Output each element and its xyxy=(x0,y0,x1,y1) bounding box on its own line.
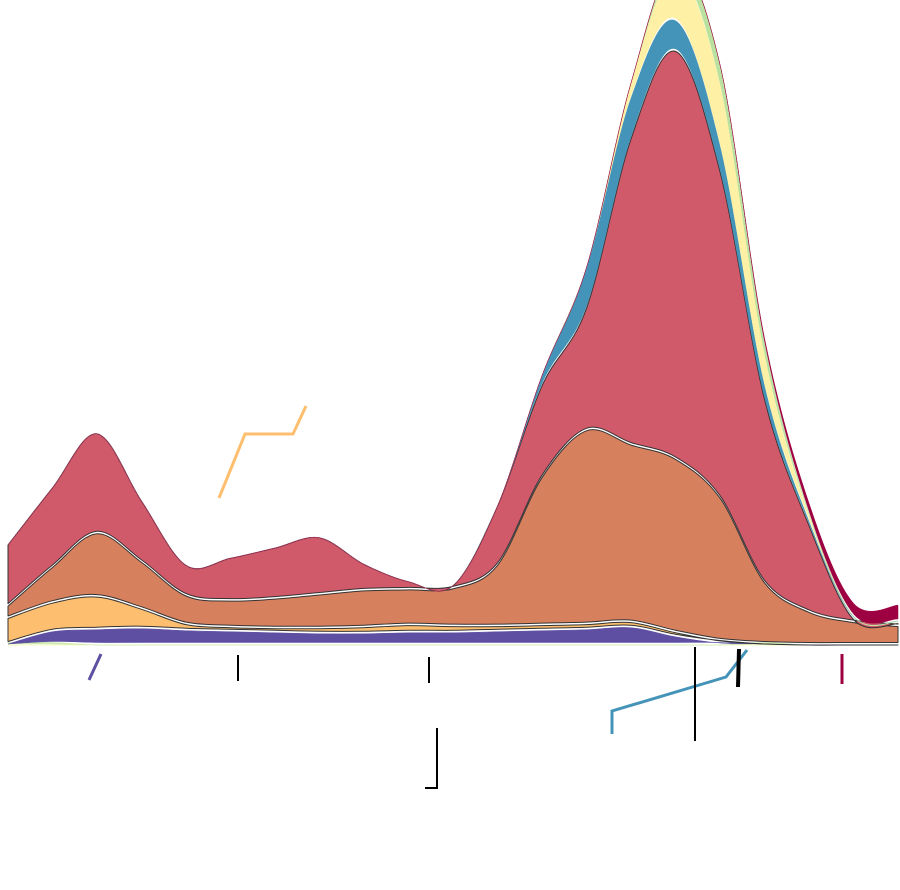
annotation-leader-line xyxy=(736,648,741,688)
annotation-leaders xyxy=(87,405,844,789)
stream-layers xyxy=(7,0,899,646)
annotation-leader-line xyxy=(610,649,749,734)
annotation-leader-line xyxy=(425,728,438,789)
annotation-leader-line xyxy=(87,653,103,681)
annotation-leader-line xyxy=(217,405,308,499)
stream-layer-5 xyxy=(7,429,899,644)
stream-layer-10 xyxy=(7,0,899,624)
stream-layer-4 xyxy=(7,596,899,646)
